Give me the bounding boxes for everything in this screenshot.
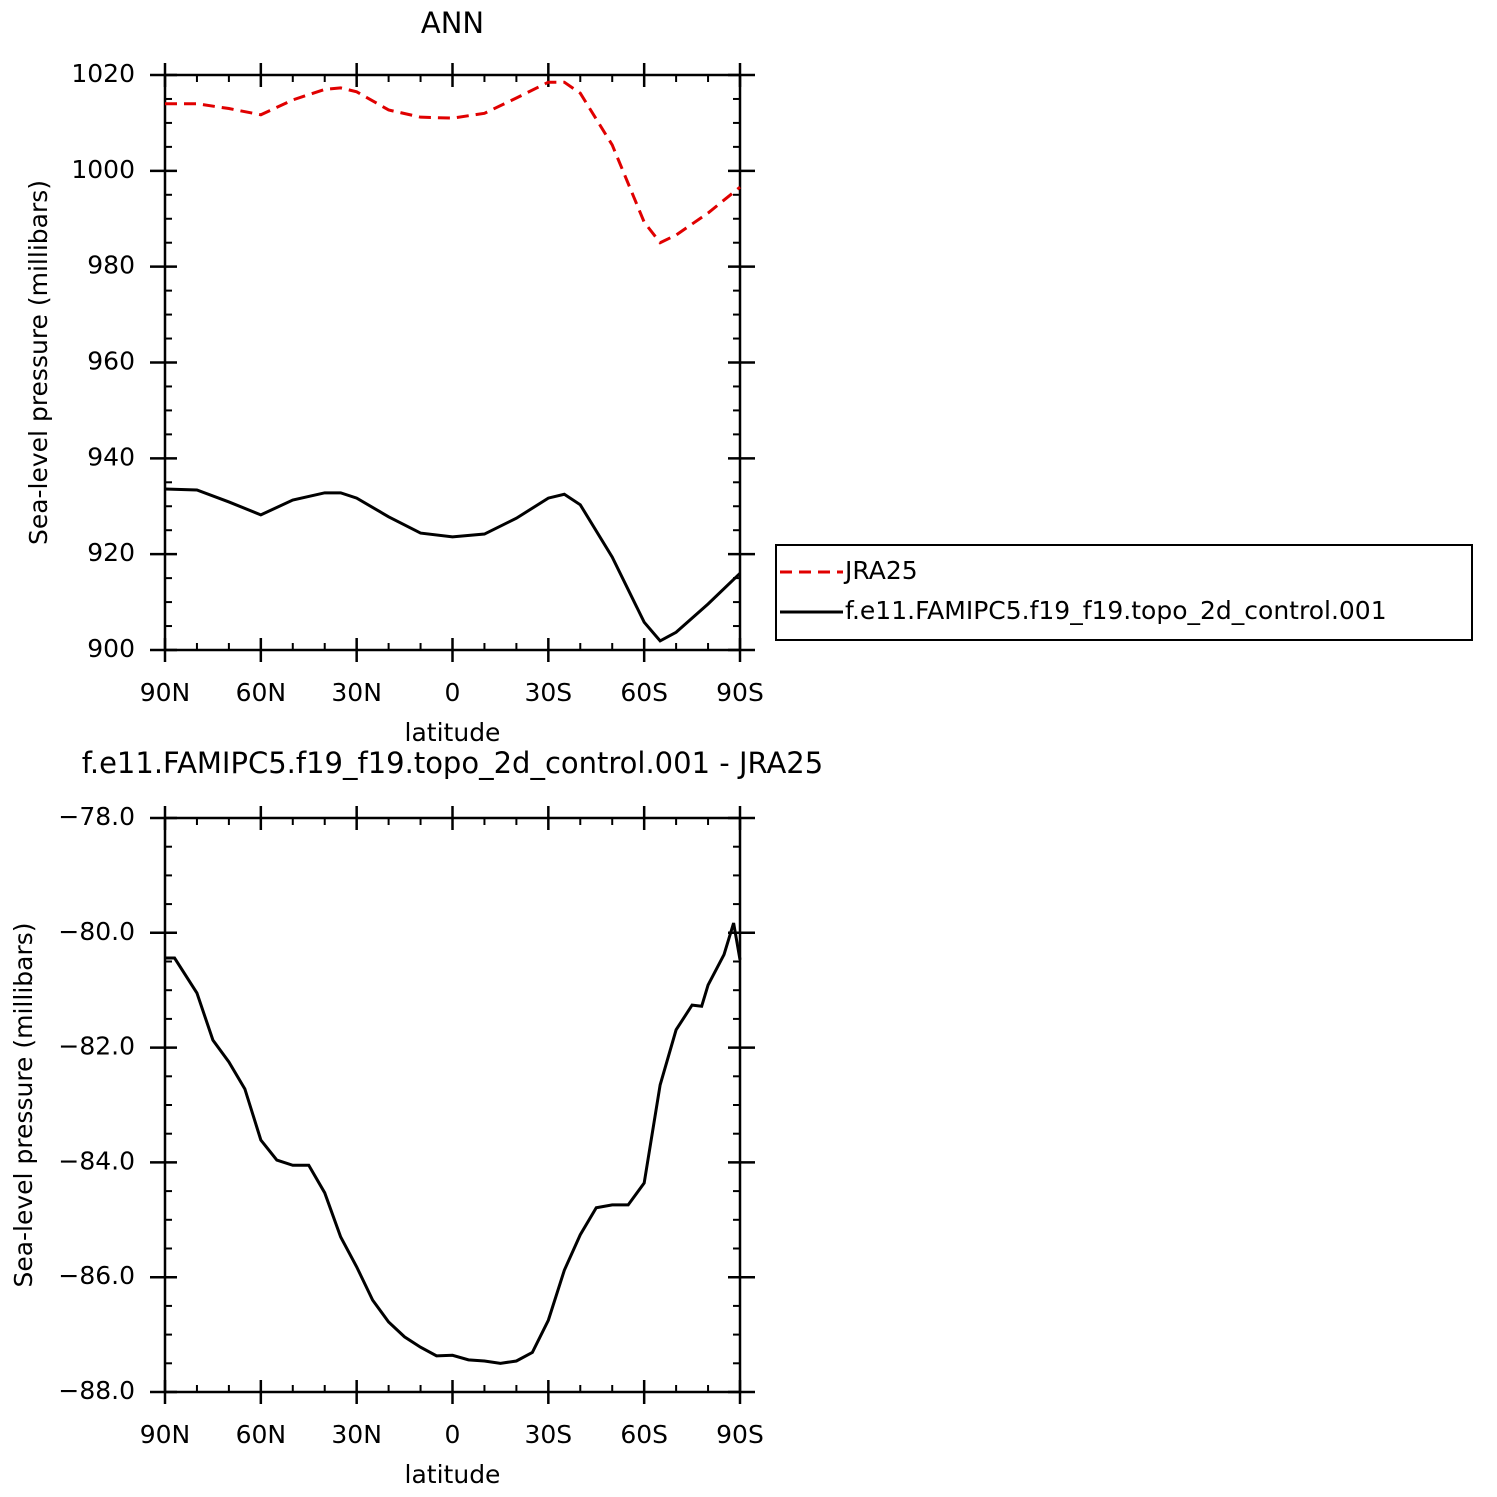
x-tick-label: 60N — [236, 678, 287, 707]
x-tick-label: 30S — [524, 678, 572, 707]
y-tick-label: −80.0 — [58, 917, 135, 946]
x-tick-label: 90N — [140, 1420, 191, 1449]
x-tick-label: 90S — [716, 1420, 764, 1449]
data-line — [165, 922, 742, 1365]
y-tick-label: 1020 — [71, 59, 135, 88]
x-axis-label: latitude — [405, 718, 501, 747]
x-tick-label: 0 — [445, 678, 461, 707]
y-axis-label: Sea-level pressure (millibars) — [24, 180, 53, 545]
y-tick-label: −84.0 — [58, 1146, 135, 1175]
legend-label: f.e11.FAMIPC5.f19_f19.topo_2d_control.00… — [845, 596, 1387, 625]
chart-title: f.e11.FAMIPC5.f19_f19.topo_2d_control.00… — [82, 746, 823, 780]
x-tick-label: 30N — [331, 678, 382, 707]
plot-frame — [163, 816, 742, 1394]
x-tick-label: 0 — [445, 1420, 461, 1449]
x-tick-label: 60S — [620, 678, 668, 707]
legend-box — [775, 544, 1473, 641]
x-axis-label: latitude — [405, 1460, 501, 1489]
y-tick-label: 1000 — [71, 155, 135, 184]
y-tick-label: −86.0 — [58, 1261, 135, 1290]
x-tick-label: 90S — [716, 678, 764, 707]
legend-label: JRA25 — [843, 556, 918, 585]
y-tick-label: −78.0 — [58, 802, 135, 831]
y-axis-label: Sea-level pressure (millibars) — [9, 922, 38, 1287]
data-line — [164, 487, 742, 643]
x-tick-label: 30S — [524, 1420, 572, 1449]
x-tick-label: 90N — [140, 678, 191, 707]
y-tick-label: 900 — [87, 634, 135, 663]
y-tick-label: −88.0 — [58, 1376, 135, 1405]
y-tick-label: 940 — [87, 442, 135, 471]
x-tick-label: 60N — [236, 1420, 287, 1449]
y-tick-label: −82.0 — [58, 1032, 135, 1061]
chart-title: ANN — [421, 6, 484, 40]
x-tick-label: 30N — [331, 1420, 382, 1449]
plot-frame — [163, 73, 742, 652]
data-line — [165, 80, 741, 245]
y-tick-label: 960 — [87, 347, 135, 376]
x-tick-label: 60S — [620, 1420, 668, 1449]
y-tick-label: 980 — [87, 251, 135, 280]
y-tick-label: 920 — [87, 538, 135, 567]
